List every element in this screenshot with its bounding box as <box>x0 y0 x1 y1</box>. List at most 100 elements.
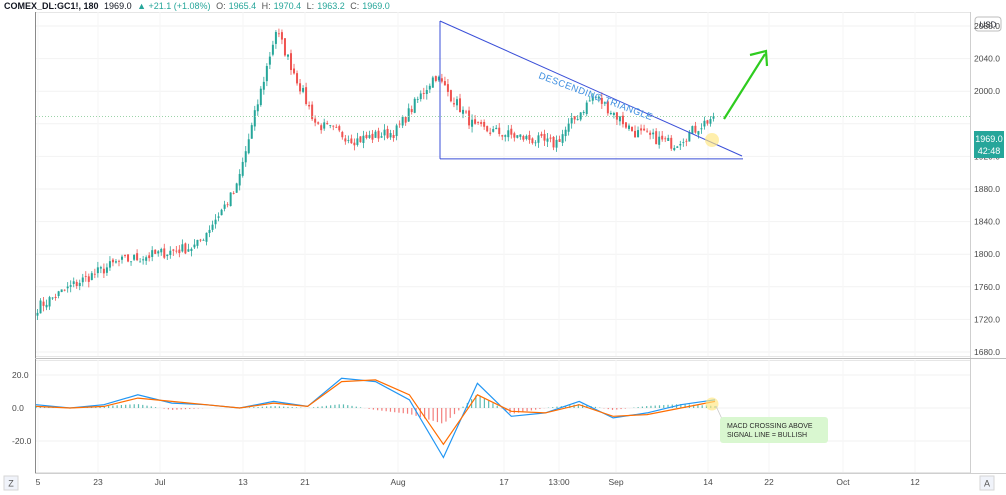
candle-body <box>259 88 262 106</box>
candle-body <box>534 142 537 144</box>
candle-body <box>552 136 555 148</box>
candle-body <box>676 146 679 148</box>
candle-body <box>283 38 286 56</box>
candle-body <box>468 110 471 126</box>
candle-body <box>637 130 640 138</box>
candle-body <box>202 239 205 241</box>
candle-body <box>148 255 151 259</box>
zoom-button[interactable] <box>3 475 19 491</box>
candle-body <box>395 125 398 137</box>
candle-body <box>39 300 42 314</box>
macd-note-line2: SIGNAL LINE = BULLISH <box>727 432 807 439</box>
candle-body <box>377 130 380 139</box>
candle-body <box>96 267 99 274</box>
macd-tick-label: 20.0 <box>12 370 29 380</box>
close-value: 1969.0 <box>362 1 390 11</box>
candle-body <box>643 128 646 131</box>
candle-body <box>308 104 311 107</box>
price-tick-labels: 2080.02040.02000.01920.01880.01840.01800… <box>974 21 1000 357</box>
countdown-label: 42:48 <box>978 146 1001 156</box>
macd-pane-frame <box>35 360 971 473</box>
candle-body <box>703 120 706 127</box>
candle-body <box>317 122 320 124</box>
pattern-label[interactable]: DESCENDING TRIANGLE <box>537 71 654 124</box>
candle-body <box>205 232 208 242</box>
candle-body <box>480 122 483 124</box>
symbol-label[interactable]: COMEX_DL:GC1!, 180 <box>4 1 99 11</box>
price-axis[interactable]: USD 2080.02040.02000.01920.01880.01840.0… <box>974 16 1004 357</box>
time-tick-label: 21 <box>300 477 310 487</box>
candle-body <box>90 273 93 280</box>
chart-overlays <box>36 20 972 420</box>
breakout-arrow-shaft <box>723 53 766 120</box>
macd-lines <box>35 377 716 459</box>
candle-body <box>471 119 474 127</box>
candle-body <box>84 275 87 277</box>
candle-body <box>446 84 449 92</box>
candle-body <box>133 255 136 260</box>
candle-body <box>594 96 597 98</box>
candle-body <box>621 115 624 125</box>
candle-body <box>646 130 649 132</box>
candle-body <box>543 133 546 141</box>
candle-body <box>567 123 570 132</box>
candle-body <box>87 276 90 282</box>
candle-body <box>519 134 522 137</box>
last-price: 1969.0 <box>104 1 132 11</box>
chart-header: COMEX_DL:GC1!, 180 1969.0 ▲ +21.1 (+1.08… <box>4 0 393 12</box>
candle-body <box>293 68 296 74</box>
time-tick-label: 14 <box>703 477 713 487</box>
candle-body <box>347 139 350 141</box>
candle-body <box>664 138 667 140</box>
candle-body <box>401 116 404 126</box>
auto-scale-button[interactable] <box>979 475 995 491</box>
candle-body <box>163 248 166 258</box>
high-value: 1970.4 <box>273 1 302 11</box>
candle-body <box>57 291 60 296</box>
candle-body <box>286 54 289 57</box>
candle-body <box>573 116 576 120</box>
candle-body <box>386 128 389 138</box>
candle-body <box>81 277 84 283</box>
candle-body <box>175 250 178 252</box>
candle-body <box>265 65 268 82</box>
candle-body <box>111 259 114 263</box>
candle-body <box>437 76 440 81</box>
candle-body <box>434 76 437 81</box>
time-tick-label: 23 <box>93 477 103 487</box>
candle-body <box>652 132 655 135</box>
candle-body <box>350 138 353 144</box>
macd-tick-label: 0.0 <box>12 403 24 413</box>
candle-body <box>697 131 700 135</box>
time-axis[interactable]: 5 23 Jul 13 21 Aug 17 13:00 Sep 14 22 Oct 12 <box>36 477 920 487</box>
candle-body <box>314 118 317 123</box>
candle-body <box>332 125 335 127</box>
time-tick-label: Aug <box>390 477 405 487</box>
candle-body <box>570 117 573 124</box>
candle-body <box>549 137 552 139</box>
candle-body <box>603 102 606 104</box>
candle-body <box>36 312 39 316</box>
candle-body <box>585 102 588 114</box>
candle-body <box>640 128 643 131</box>
candle-body <box>410 109 413 113</box>
candle-body <box>320 125 323 131</box>
candle-series <box>36 28 715 321</box>
candle-body <box>45 304 48 308</box>
candle-body <box>443 81 446 86</box>
candle-body <box>612 112 615 115</box>
macd-note-box[interactable] <box>720 417 828 443</box>
time-tick-label: 17 <box>499 477 509 487</box>
candle-body <box>338 126 341 131</box>
candle-body <box>232 193 235 194</box>
candle-body <box>498 127 501 135</box>
currency-button[interactable] <box>974 16 1002 32</box>
candle-body <box>416 99 419 100</box>
candle-body <box>114 261 117 263</box>
candle-body <box>271 44 274 55</box>
candle-body <box>582 111 585 114</box>
price-tick-label: 1880.0 <box>974 184 1000 194</box>
candle-body <box>691 126 694 134</box>
